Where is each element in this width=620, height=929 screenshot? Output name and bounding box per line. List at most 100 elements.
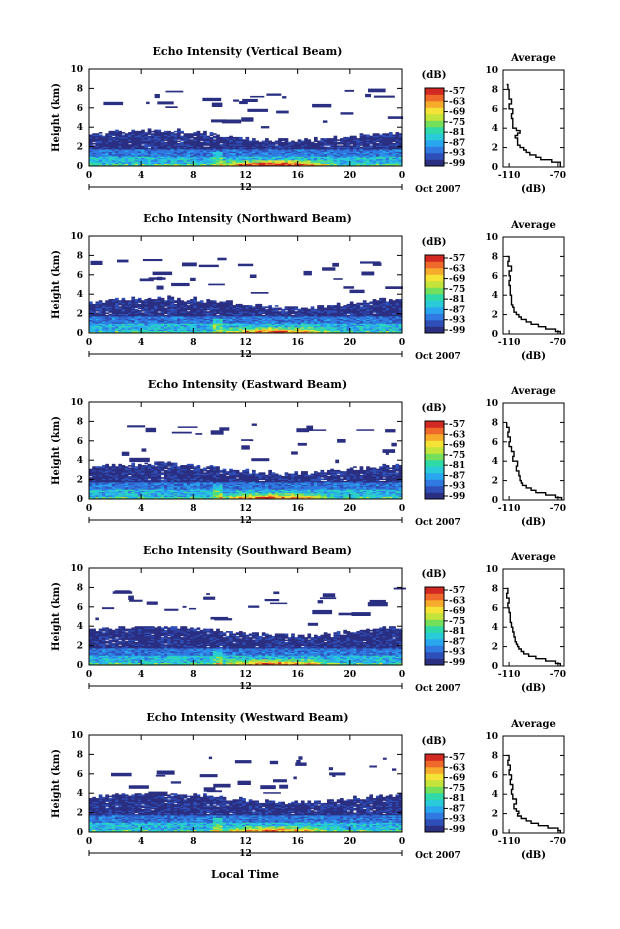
heatmap-cell bbox=[375, 159, 380, 162]
heatmap-cell bbox=[323, 325, 328, 328]
heatmap-cell bbox=[206, 316, 211, 318]
heatmap-cell bbox=[193, 149, 197, 151]
heatmap-cell bbox=[95, 323, 100, 325]
heatmap-cell bbox=[203, 314, 207, 317]
heatmap-cell bbox=[300, 319, 305, 322]
heatmap-cell bbox=[177, 312, 181, 314]
heatmap-cell bbox=[245, 312, 250, 314]
heatmap-cell bbox=[225, 161, 230, 163]
heatmap-cell bbox=[265, 145, 269, 147]
heatmap-cell bbox=[203, 130, 207, 133]
heatmap-cell bbox=[95, 142, 100, 145]
heatmap-cell bbox=[209, 330, 214, 333]
heatmap-cell bbox=[105, 302, 109, 305]
heatmap-cell bbox=[196, 328, 201, 330]
heatmap-cell bbox=[102, 308, 106, 311]
heatmap-cell bbox=[349, 314, 354, 317]
heatmap-cell bbox=[163, 132, 168, 134]
heatmap-cell bbox=[222, 329, 227, 331]
heatmap-cell bbox=[219, 140, 224, 143]
heatmap-cell bbox=[118, 307, 122, 310]
heatmap-cell bbox=[92, 149, 96, 151]
heatmap-cell bbox=[102, 325, 106, 328]
heatmap-cell bbox=[108, 141, 113, 144]
heatmap-cell bbox=[183, 144, 188, 146]
heatmap-cell bbox=[265, 139, 269, 141]
heatmap-cell bbox=[105, 324, 109, 327]
heatmap-cell bbox=[147, 142, 152, 145]
heatmap-cell bbox=[186, 144, 191, 146]
heatmap-cell bbox=[372, 158, 377, 161]
heatmap-cell bbox=[232, 320, 237, 323]
heatmap-cell bbox=[317, 308, 321, 311]
heatmap-cell bbox=[150, 130, 155, 133]
heatmap-cell bbox=[392, 325, 396, 328]
heatmap-cell bbox=[372, 147, 377, 150]
heatmap-cell bbox=[375, 306, 380, 308]
heatmap-cell bbox=[379, 139, 383, 141]
heatmap-cell bbox=[154, 314, 158, 317]
heatmap-cell bbox=[157, 308, 162, 311]
heatmap-cell bbox=[121, 305, 126, 307]
heatmap-cell bbox=[382, 161, 387, 163]
heatmap-cell bbox=[177, 300, 181, 302]
heatmap-cell bbox=[388, 140, 393, 143]
heatmap-cell bbox=[157, 151, 162, 154]
heatmap-cell bbox=[229, 326, 233, 329]
heatmap-cell bbox=[287, 153, 292, 156]
heatmap-cell bbox=[336, 319, 341, 322]
heatmap-cell bbox=[362, 324, 367, 327]
heatmap-cell bbox=[258, 309, 263, 312]
heatmap-cell bbox=[307, 313, 312, 316]
heatmap-cell bbox=[141, 130, 145, 133]
heatmap-cell bbox=[150, 311, 155, 313]
heatmap-cell bbox=[232, 161, 237, 163]
heatmap-cell bbox=[216, 150, 220, 152]
heatmap-cell bbox=[212, 135, 217, 138]
heatmap-cell bbox=[147, 155, 152, 157]
heatmap-cell bbox=[343, 316, 347, 318]
heatmap-cell bbox=[118, 140, 122, 143]
heatmap-cell bbox=[255, 318, 259, 321]
heatmap-cell bbox=[320, 313, 325, 316]
heatmap-cell bbox=[235, 309, 240, 312]
heatmap-cell bbox=[232, 307, 237, 310]
heatmap-cell bbox=[281, 325, 286, 328]
heatmap-cell bbox=[294, 146, 299, 149]
heatmap-cell bbox=[265, 316, 269, 318]
heatmap-cell bbox=[203, 152, 207, 155]
heatmap-cell bbox=[307, 149, 312, 151]
heatmap-cell bbox=[294, 324, 299, 327]
heatmap-cell bbox=[340, 320, 344, 323]
heatmap-cell bbox=[196, 134, 201, 137]
heatmap-cell bbox=[255, 146, 259, 149]
heatmap-cell bbox=[359, 325, 364, 328]
heatmap-cell bbox=[282, 96, 287, 99]
heatmap-cell bbox=[278, 139, 282, 141]
heatmap-cell bbox=[320, 146, 325, 149]
heatmap-cell bbox=[92, 133, 96, 135]
heatmap-cell bbox=[382, 150, 387, 152]
heatmap-cell bbox=[177, 305, 181, 307]
heatmap-cell bbox=[141, 136, 145, 139]
heatmap-cell bbox=[336, 307, 341, 310]
heatmap-cell bbox=[278, 151, 282, 154]
heatmap-cell bbox=[183, 158, 188, 161]
heatmap-cell bbox=[385, 316, 390, 318]
heatmap-cell bbox=[271, 330, 276, 333]
heatmap-cell bbox=[167, 153, 171, 156]
heatmap-cell bbox=[131, 318, 136, 321]
heatmap-cell bbox=[297, 146, 302, 149]
heatmap-cell bbox=[212, 308, 217, 311]
heatmap-cell bbox=[144, 307, 149, 310]
heatmap-cell bbox=[229, 152, 233, 155]
heatmap-cell bbox=[154, 138, 158, 140]
heatmap-cell bbox=[238, 155, 243, 157]
heatmap-cell bbox=[278, 147, 282, 150]
heatmap-cell bbox=[154, 150, 158, 152]
heatmap-cell bbox=[141, 133, 145, 135]
heatmap-cell bbox=[369, 163, 374, 166]
heatmap-cell bbox=[333, 153, 338, 156]
heatmap-cell bbox=[229, 329, 233, 331]
heatmap-cell bbox=[336, 152, 341, 155]
